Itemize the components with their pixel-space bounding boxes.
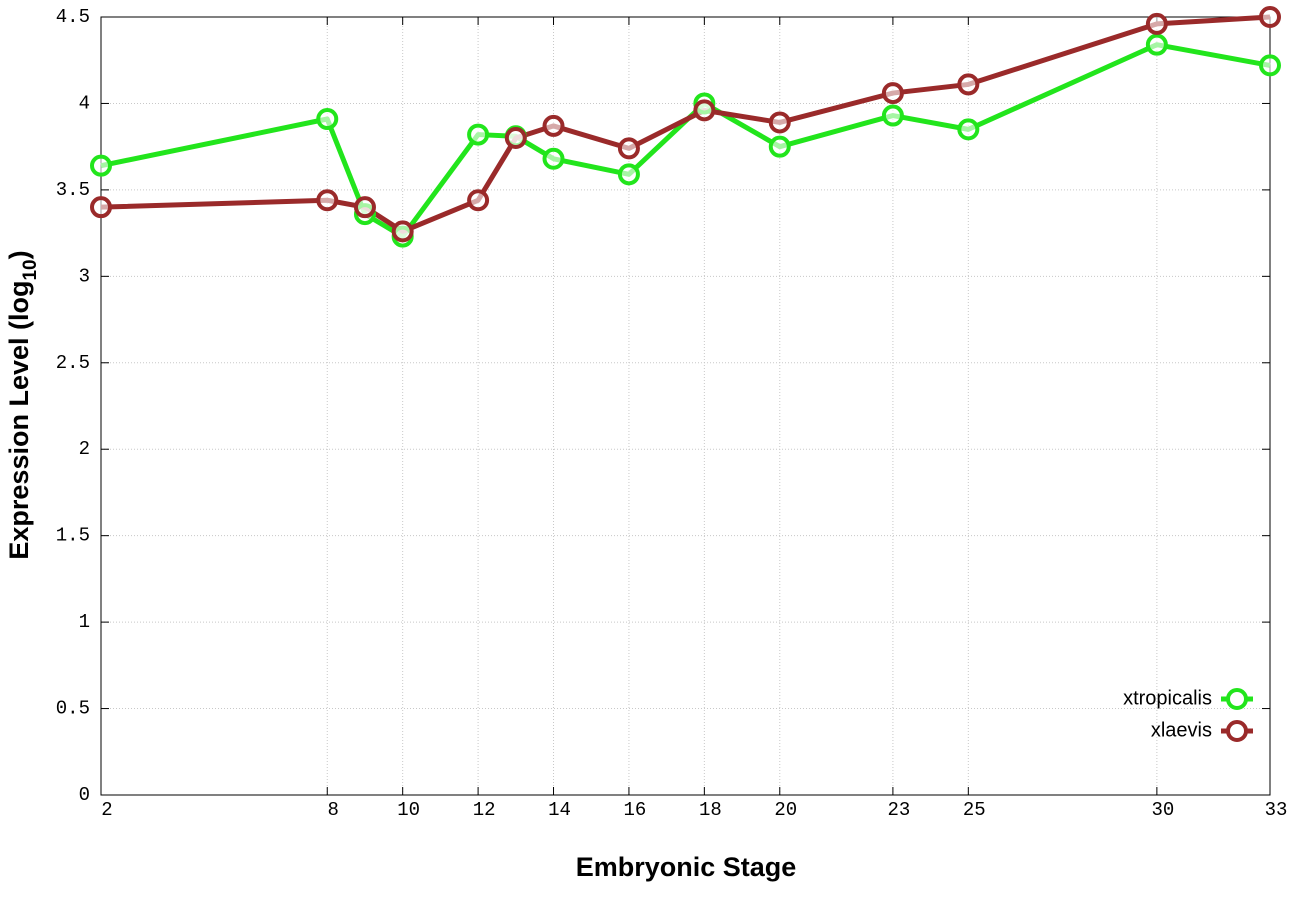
data-point bbox=[1145, 12, 1168, 35]
data-point bbox=[542, 147, 565, 170]
y-axis-title-end: ) bbox=[4, 250, 34, 259]
y-tick-label: 0.5 bbox=[56, 698, 90, 720]
x-tick-label: 20 bbox=[774, 799, 797, 821]
x-tick-label: 16 bbox=[624, 799, 647, 821]
y-tick-label: 2 bbox=[79, 438, 90, 460]
y-tick-label: 4.5 bbox=[56, 6, 90, 28]
legend-marker bbox=[1226, 720, 1248, 742]
y-tick-label: 0 bbox=[79, 784, 90, 806]
data-point bbox=[542, 114, 565, 137]
x-tick-label: 8 bbox=[328, 799, 339, 821]
data-point bbox=[391, 220, 414, 243]
data-point bbox=[1259, 54, 1281, 77]
data-point bbox=[617, 163, 640, 186]
x-tick-label: 18 bbox=[699, 799, 722, 821]
legend-label: xlaevis bbox=[1151, 719, 1212, 741]
x-tick-label: 33 bbox=[1265, 799, 1288, 821]
data-point bbox=[881, 104, 904, 127]
x-tick-label: 10 bbox=[397, 799, 420, 821]
data-point bbox=[768, 135, 791, 158]
y-tick-label: 3 bbox=[79, 265, 90, 287]
y-axis-title-main: Expression Level (log bbox=[4, 281, 34, 560]
data-point bbox=[881, 82, 904, 105]
x-tick-label: 14 bbox=[548, 799, 571, 821]
x-tick-label: 30 bbox=[1151, 799, 1174, 821]
x-tick-label: 2 bbox=[101, 799, 112, 821]
data-point bbox=[467, 189, 490, 212]
y-tick-label: 3.5 bbox=[56, 179, 90, 201]
x-axis-title: Embryonic Stage bbox=[576, 852, 797, 882]
data-point bbox=[316, 189, 339, 212]
data-point bbox=[504, 127, 527, 150]
x-tick-label: 23 bbox=[887, 799, 910, 821]
x-tick-label: 12 bbox=[473, 799, 496, 821]
series-line bbox=[100, 42, 1271, 240]
plot-frame bbox=[100, 16, 1271, 796]
data-point bbox=[467, 123, 490, 146]
data-point bbox=[90, 154, 112, 177]
data-point bbox=[1145, 33, 1168, 56]
x-tick-label: 25 bbox=[963, 799, 986, 821]
y-tick-label: 1 bbox=[79, 611, 90, 633]
data-point bbox=[353, 196, 376, 219]
y-axis-title: Expression Level (log10) bbox=[4, 250, 41, 559]
data-point bbox=[957, 73, 980, 96]
legend-label: xtropicalis bbox=[1123, 687, 1212, 709]
y-tick-label: 4 bbox=[79, 92, 90, 114]
y-tick-label: 1.5 bbox=[56, 525, 90, 547]
data-point bbox=[693, 99, 716, 122]
data-point bbox=[90, 196, 112, 219]
data-point bbox=[957, 118, 980, 141]
legend-marker bbox=[1226, 688, 1248, 710]
y-axis-title-sub: 10 bbox=[20, 259, 41, 280]
data-point bbox=[316, 108, 339, 131]
data-point bbox=[1259, 6, 1281, 28]
data-point bbox=[617, 137, 640, 160]
y-tick-label: 2.5 bbox=[56, 352, 90, 374]
data-point bbox=[768, 111, 791, 134]
